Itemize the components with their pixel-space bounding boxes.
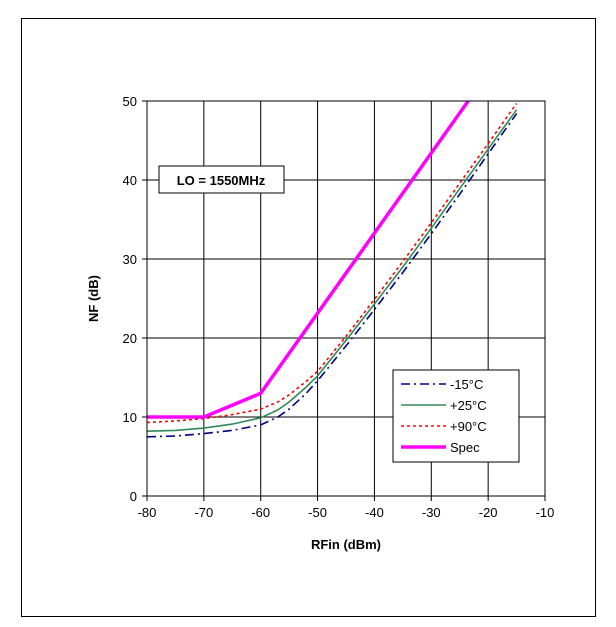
legend: -15°C +25°C +90°C Spec — [392, 369, 520, 463]
series-layer — [147, 101, 518, 438]
y-tick-label: 50 — [123, 94, 137, 109]
series-line — [147, 113, 518, 438]
y-axis-ticks: 0 10 20 30 40 50 — [123, 94, 147, 504]
y-tick-label: 0 — [130, 489, 137, 504]
y-tick-label: 30 — [123, 252, 137, 267]
plot-area — [146, 100, 546, 497]
x-axis-title: RFin (dBm) — [311, 537, 381, 552]
x-tick-label: -60 — [251, 505, 270, 520]
y-axis-title: NF (dB) — [86, 275, 101, 322]
x-axis-ticks: -80 -70 -60 -50 -40 -30 -20 -10 — [138, 496, 555, 520]
x-tick-label: -80 — [138, 505, 157, 520]
series-line — [147, 102, 518, 424]
x-tick-label: -30 — [422, 505, 441, 520]
legend-label: -15°C — [450, 377, 483, 392]
x-tick-label: -40 — [365, 505, 384, 520]
y-tick-label: 10 — [123, 410, 137, 425]
annotation-text: LO = 1550MHz — [177, 173, 266, 188]
y-tick-label: 20 — [123, 331, 137, 346]
series-line — [147, 109, 518, 432]
lo-annotation: LO = 1550MHz — [158, 165, 285, 194]
legend-items: -15°C +25°C +90°C Spec — [401, 377, 487, 455]
x-tick-label: -70 — [194, 505, 213, 520]
legend-label: +90°C — [450, 419, 487, 434]
annotation-box — [158, 165, 285, 194]
legend-label: Spec — [450, 440, 480, 455]
chart-frame — [21, 18, 596, 617]
legend-label: +25°C — [450, 398, 487, 413]
y-tick-label: 40 — [123, 173, 137, 188]
x-tick-label: -50 — [308, 505, 327, 520]
series-line — [147, 101, 470, 419]
x-tick-label: -20 — [479, 505, 498, 520]
x-tick-label: -10 — [536, 505, 555, 520]
